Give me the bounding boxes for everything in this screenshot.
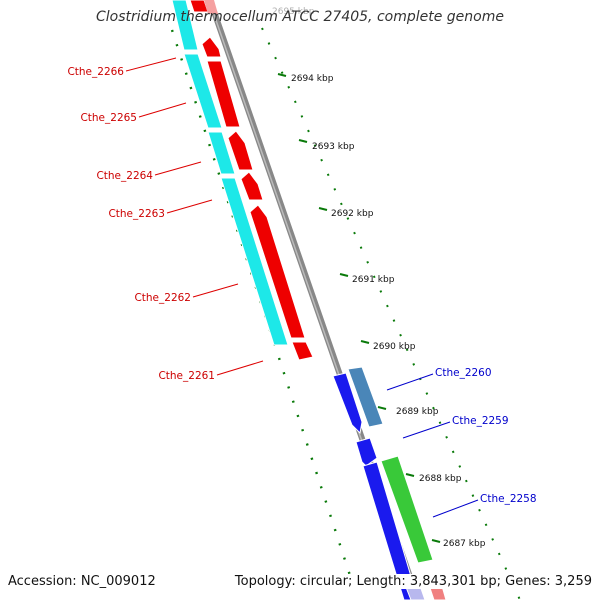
orf-block bbox=[380, 455, 434, 564]
cds-block bbox=[362, 461, 419, 600]
cds-block bbox=[240, 171, 264, 201]
topology-text: Topology: circular; Length: 3,843,301 bp… bbox=[234, 574, 592, 589]
forward-track bbox=[332, 366, 447, 600]
kbp-tick-mark bbox=[318, 207, 328, 211]
gene-leader-line bbox=[154, 161, 202, 176]
kbp-tick-mark bbox=[277, 73, 287, 77]
kbp-tick-label: 2692 kbp bbox=[331, 209, 374, 219]
kbp-tick-label: 2693 kbp bbox=[312, 142, 355, 152]
reverse-gene-labels: Cthe_2266 Cthe_2265 Cthe_2264 Cthe_2263 … bbox=[67, 57, 264, 382]
accession-text: Accession: NC_009012 bbox=[8, 574, 156, 589]
gene-leader-line bbox=[386, 373, 434, 391]
gene-leader-line bbox=[402, 421, 451, 439]
orf-block bbox=[183, 53, 223, 129]
gene-label[interactable]: Cthe_2259 bbox=[452, 415, 509, 427]
gene-leader-line bbox=[192, 283, 239, 298]
gene-label[interactable]: Cthe_2258 bbox=[480, 493, 537, 505]
forward-gene-labels: Cthe_2260 Cthe_2259 Cthe_2258 bbox=[386, 367, 537, 518]
kbp-tick-label: 2690 kbp bbox=[373, 342, 416, 352]
kbp-tick-label: 2687 kbp bbox=[443, 539, 486, 549]
kbp-tick-label: 2689 kbp bbox=[396, 407, 439, 417]
kbp-tick-mark bbox=[431, 539, 441, 543]
cds-block bbox=[227, 130, 254, 171]
gene-label[interactable]: Cthe_2264 bbox=[96, 170, 153, 182]
cds-block bbox=[355, 437, 378, 467]
cds-block bbox=[249, 204, 306, 339]
cds-block bbox=[332, 372, 363, 435]
kbp-tick-label: 2694 kbp bbox=[291, 74, 334, 84]
other-block bbox=[347, 366, 384, 428]
gene-leader-line bbox=[138, 102, 187, 118]
cds-block bbox=[291, 341, 314, 361]
reverse-orf-track bbox=[171, 0, 289, 346]
gene-label[interactable]: Cthe_2260 bbox=[435, 367, 492, 379]
gene-leader-line bbox=[166, 199, 213, 214]
kbp-tick-mark bbox=[339, 273, 349, 277]
gene-leader-line bbox=[125, 57, 177, 72]
gene-leader-line bbox=[432, 499, 479, 518]
kbp-tick-label: 2688 kbp bbox=[419, 474, 462, 484]
orf-block bbox=[220, 177, 289, 346]
kbp-tick-mark bbox=[298, 139, 308, 143]
kbp-tick-mark bbox=[405, 473, 415, 477]
gene-label[interactable]: Cthe_2262 bbox=[134, 292, 191, 304]
gene-label[interactable]: Cthe_2261 bbox=[158, 370, 215, 382]
orf-block bbox=[171, 0, 199, 51]
gene-leader-line bbox=[216, 360, 264, 376]
cds-block bbox=[201, 36, 222, 58]
cds-block bbox=[206, 60, 241, 128]
kbp-tick-mark bbox=[360, 340, 370, 344]
kbp-tick-label: 2691 kbp bbox=[352, 275, 395, 285]
gene-label[interactable]: Cthe_2266 bbox=[67, 66, 124, 78]
kbp-tick-label-partial: 2695 kbp bbox=[272, 7, 315, 17]
gene-label[interactable]: Cthe_2265 bbox=[80, 112, 137, 124]
orf-block bbox=[207, 131, 236, 175]
kbp-scale: 2695 kbp 2694 kbp 2693 kbp 2692 kbp 2691… bbox=[272, 7, 486, 549]
cds-block-partial bbox=[204, 0, 218, 14]
gene-label[interactable]: Cthe_2263 bbox=[108, 208, 165, 220]
map-title: Clostridium thermocellum ATCC 27405, com… bbox=[96, 9, 504, 25]
kbp-tick-mark bbox=[377, 406, 387, 410]
reverse-cds-track bbox=[189, 0, 314, 361]
